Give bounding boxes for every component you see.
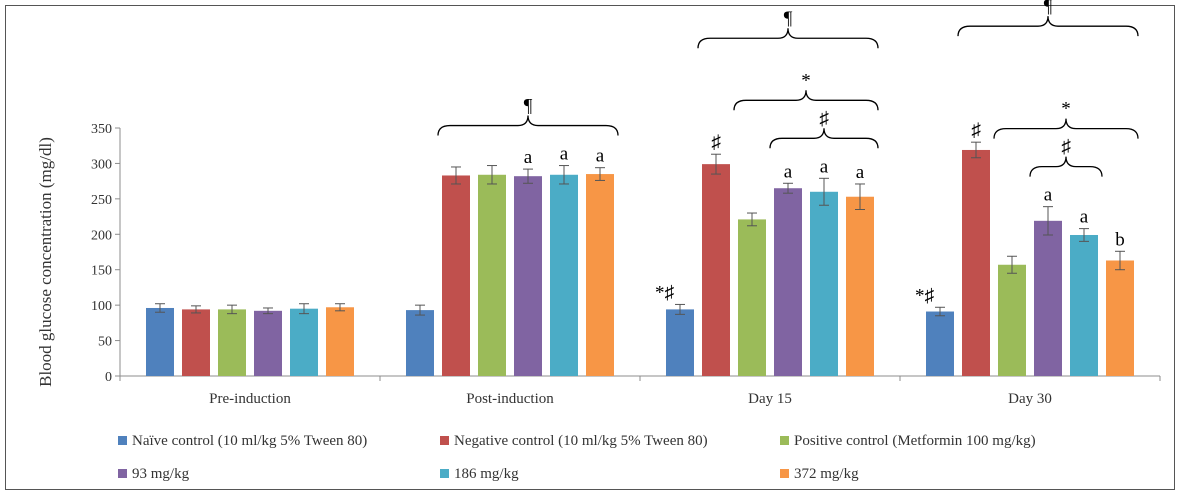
- significance-label: *♯: [915, 285, 934, 306]
- x-category-label: Day 30: [1008, 391, 1052, 407]
- bar: [326, 307, 354, 376]
- bracket-label: ¶: [524, 96, 533, 117]
- bar: [926, 311, 954, 376]
- bracket-label: *: [1061, 99, 1071, 120]
- bar: [738, 219, 766, 376]
- legend-entry: Positive control (Metformin 100 mg/kg): [794, 433, 1036, 449]
- significance-label: a: [1080, 207, 1089, 228]
- significance-label: ♯: [971, 120, 981, 141]
- bar: [810, 191, 838, 376]
- bar: [998, 264, 1026, 376]
- significance-label: a: [784, 161, 793, 182]
- bracket-label: ¶: [1044, 0, 1053, 17]
- bar: [254, 310, 282, 376]
- significance-label: a: [1044, 185, 1053, 206]
- significance-label: a: [524, 147, 533, 168]
- bar: [666, 309, 694, 376]
- y-tick-label: 250: [91, 193, 112, 208]
- bar: [218, 309, 246, 376]
- y-tick-label: 350: [91, 122, 112, 137]
- legend-swatch: [780, 436, 789, 445]
- bar: [1034, 220, 1062, 376]
- y-tick-label: 100: [91, 299, 112, 314]
- bar: [550, 174, 578, 376]
- bar: [406, 310, 434, 376]
- bar: [1070, 234, 1098, 376]
- legend-swatch: [440, 436, 449, 445]
- legend-swatch: [118, 436, 127, 445]
- significance-label: b: [1115, 229, 1125, 250]
- y-axis-title: Blood glucose concentration (mg/dl): [36, 137, 55, 387]
- significance-bracket: [1029, 156, 1103, 177]
- legend-swatch: [440, 469, 449, 478]
- bracket-label: *: [801, 70, 811, 91]
- legend-swatch: [118, 469, 127, 478]
- bar: [962, 149, 990, 376]
- bar: [290, 308, 318, 376]
- y-tick-label: 0: [105, 370, 112, 385]
- significance-bracket: [769, 128, 879, 149]
- significance-label: a: [820, 156, 829, 177]
- significance-label: a: [596, 146, 605, 167]
- y-tick-label: 150: [91, 264, 112, 279]
- legend-entry: Naïve control (10 ml/kg 5% Tween 80): [132, 433, 367, 449]
- bar: [702, 164, 730, 376]
- legend-entry: Negative control (10 ml/kg 5% Tween 80): [454, 433, 708, 449]
- bar: [774, 188, 802, 376]
- chart-frame: [5, 5, 1175, 490]
- x-category-label: Day 15: [748, 391, 792, 407]
- significance-bracket: [697, 28, 879, 49]
- y-tick-label: 50: [98, 335, 112, 350]
- bar: [442, 175, 470, 376]
- bar: [182, 309, 210, 376]
- y-tick-label: 200: [91, 228, 112, 243]
- significance-label: ♯: [711, 132, 721, 153]
- legend-entry: 372 mg/kg: [794, 466, 859, 482]
- significance-label: a: [856, 162, 865, 183]
- significance-bracket: [733, 90, 879, 111]
- bar: [514, 176, 542, 376]
- significance-bracket: [993, 118, 1139, 139]
- significance-bracket: [957, 16, 1139, 37]
- bar: [478, 174, 506, 376]
- bar: [846, 196, 874, 376]
- y-tick-label: 300: [91, 157, 112, 172]
- significance-bracket: [437, 115, 619, 136]
- significance-label: *♯: [655, 282, 674, 303]
- x-category-label: Pre-induction: [209, 391, 291, 407]
- bar: [586, 174, 614, 376]
- bar: [146, 307, 174, 376]
- legend-entry: 186 mg/kg: [454, 466, 519, 482]
- bracket-label: ¶: [784, 8, 793, 29]
- bracket-label: ♯: [819, 108, 829, 129]
- significance-label: a: [560, 144, 569, 165]
- legend-swatch: [780, 469, 789, 478]
- bracket-label: ♯: [1061, 137, 1071, 158]
- x-category-label: Post-induction: [466, 391, 554, 407]
- legend-entry: 93 mg/kg: [132, 466, 190, 482]
- bar: [1106, 260, 1134, 376]
